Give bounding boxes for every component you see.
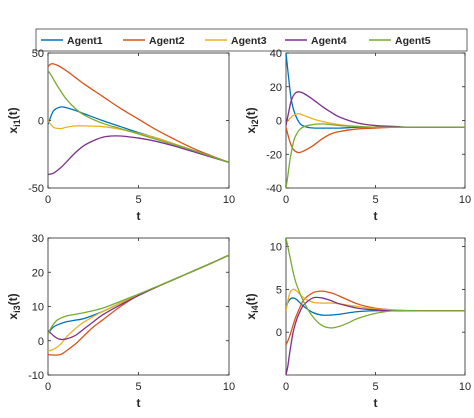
series-group	[286, 53, 465, 188]
series-group	[48, 254, 229, 356]
y-axis-label: xi3(t)	[6, 293, 22, 319]
plot-area	[285, 52, 466, 189]
y-axis-label-tail: (t)	[6, 293, 20, 305]
y-axis-label-subscript: i2	[250, 119, 260, 127]
plot-area	[285, 237, 466, 376]
y-axis-label: xi1(t)	[6, 107, 22, 133]
y-axis-label-main: x	[6, 313, 20, 320]
x-tick-label: 10	[459, 381, 471, 393]
x-tick-label: 0	[45, 194, 51, 206]
x-tick-label: 0	[283, 194, 289, 206]
x-tick-label: 10	[459, 194, 471, 206]
series-line-agent5	[48, 254, 229, 335]
y-tick-label: -40	[266, 183, 282, 195]
y-axis-label: xi2(t)	[244, 107, 260, 133]
y-axis-label-subscript: i1	[12, 119, 22, 127]
x-tick-label: 5	[135, 381, 141, 393]
x-tick-label: 0	[283, 381, 289, 393]
series-line-agent5	[48, 70, 229, 163]
y-axis-label-subscript: i4	[250, 305, 260, 313]
y-tick-label: -10	[28, 370, 44, 382]
panel-i2: 0 5 10 -40 -20 0 20 40 t xi2(t)	[244, 48, 471, 223]
x-axis-label: t	[137, 396, 141, 410]
y-axis-label-main: x	[6, 127, 20, 134]
legend-box	[35, 28, 468, 52]
legend-entry-agent2: Agent2	[123, 35, 185, 47]
y-tick-label: -20	[266, 149, 282, 161]
y-tick-label: 20	[270, 82, 282, 94]
x-axis-label: t	[137, 209, 141, 223]
legend-entry-agent4: Agent4	[285, 35, 347, 47]
y-tick-label: -50	[28, 183, 44, 195]
legend: Agent1 Agent2 Agent3 Agent4 Agent5	[35, 28, 468, 52]
legend-entry-agent3: Agent3	[205, 35, 267, 47]
legend-label: Agent4	[311, 35, 347, 47]
y-tick-label: 10	[32, 302, 44, 314]
y-tick-label: 0	[38, 116, 44, 128]
legend-label: Agent5	[395, 35, 431, 47]
legend-entry-agent5: Agent5	[369, 35, 431, 47]
y-tick-label: 10	[270, 242, 282, 254]
y-tick-label: 50	[32, 48, 44, 60]
x-tick-label: 5	[372, 194, 378, 206]
x-tick-label: 5	[135, 194, 141, 206]
legend-label: Agent1	[67, 35, 103, 47]
legend-entry-agent1: Agent1	[41, 35, 103, 47]
y-axis-label-main: x	[244, 127, 258, 134]
y-axis-label-subscript: i3	[12, 305, 22, 313]
x-tick-label: 5	[372, 381, 378, 393]
x-tick-label: 0	[45, 381, 51, 393]
y-axis-label-tail: (t)	[6, 107, 20, 119]
x-axis-label: t	[374, 396, 378, 410]
legend-label: Agent3	[231, 35, 267, 47]
y-tick-label: 5	[276, 284, 282, 296]
plot-area	[47, 237, 230, 376]
y-tick-label: 0	[38, 336, 44, 348]
x-axis-label: t	[374, 209, 378, 223]
series-line-agent5	[286, 123, 465, 188]
series-line-agent5	[286, 238, 465, 329]
y-tick-label: 0	[276, 116, 282, 128]
y-axis-label-tail: (t)	[244, 293, 258, 305]
y-axis-label-main: x	[244, 313, 258, 320]
panel-i4: 0 5 10 0 5 10 t xi4(t)	[244, 237, 471, 410]
series-group	[48, 63, 229, 176]
plot-area	[47, 52, 230, 189]
y-tick-label: 20	[32, 267, 44, 279]
legend-label: Agent2	[149, 35, 185, 47]
y-axis-label-tail: (t)	[244, 107, 258, 119]
series-line-agent4	[48, 135, 229, 176]
x-tick-label: 10	[223, 381, 235, 393]
y-tick-label: 0	[276, 327, 282, 339]
y-axis-label: xi4(t)	[244, 293, 260, 319]
y-tick-label: 30	[32, 233, 44, 245]
series-group	[286, 238, 465, 375]
x-tick-label: 10	[223, 194, 235, 206]
series-line-agent2	[48, 63, 229, 163]
y-tick-label: 40	[270, 48, 282, 60]
